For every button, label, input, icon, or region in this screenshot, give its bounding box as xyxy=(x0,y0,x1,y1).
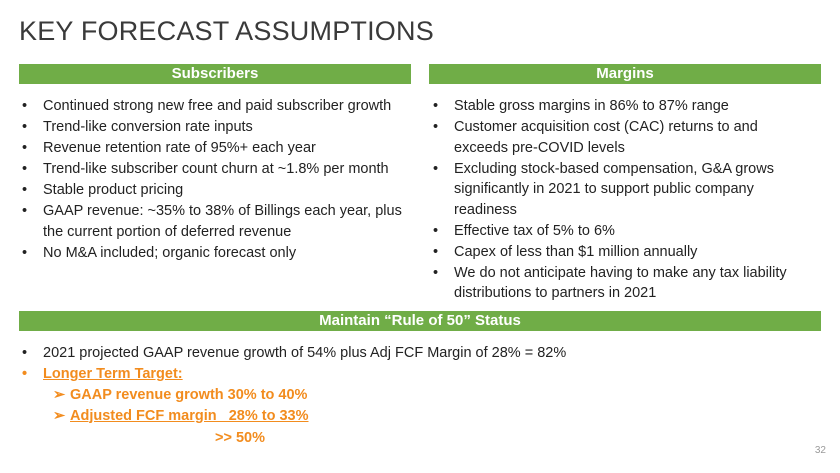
rule-of-50-header: Maintain “Rule of 50” Status xyxy=(19,311,821,331)
list-item: • No M&A included; organic forecast only xyxy=(22,243,402,264)
bullet-icon: • xyxy=(22,203,28,219)
rule-of-50-list: • 2021 projected GAAP revenue growth of 5… xyxy=(22,343,802,385)
bullet-icon: • xyxy=(22,182,28,198)
list-item: • GAAP revenue: ~35% to 38% of Billings e… xyxy=(22,203,402,240)
target-label: Longer Term Target: xyxy=(43,366,183,382)
list-item: • Trend-like conversion rate inputs xyxy=(22,117,402,138)
bullet-icon: • xyxy=(22,140,28,156)
bullet-icon: • xyxy=(433,243,439,260)
list-item: • We do not anticipate having to make any… xyxy=(433,264,787,302)
bullet-icon: • xyxy=(433,119,439,135)
page-number: 32 xyxy=(814,445,826,456)
list-item: • Effective tax of 5% to 6% xyxy=(433,221,793,242)
arrow-bullet-icon: ➢ xyxy=(53,387,66,403)
page-title: KEY FORECAST ASSUMPTIONS xyxy=(19,16,434,46)
bullet-icon: • xyxy=(22,98,28,114)
margins-header: Margins xyxy=(429,64,821,84)
bullet-icon: • xyxy=(433,264,439,281)
bullet-icon: • xyxy=(22,119,28,135)
bullet-icon: • xyxy=(22,366,28,382)
subscribers-header: Subscribers xyxy=(19,64,411,84)
bullet-icon: • xyxy=(433,160,439,177)
list-item: • Excluding stock-based compensation, G&A… xyxy=(433,160,774,218)
margins-list: • Stable gross margins in 86% to 87% rang… xyxy=(433,96,793,304)
list-item: • Trend-like subscriber count churn at ~1… xyxy=(22,159,402,180)
subscribers-list: • Continued strong new free and paid subs… xyxy=(22,96,402,264)
list-item: • Revenue retention rate of 95%+ each yea… xyxy=(22,138,402,159)
list-item: • Continued strong new free and paid subs… xyxy=(22,96,402,117)
list-item: • 2021 projected GAAP revenue growth of 5… xyxy=(22,343,802,364)
bullet-icon: • xyxy=(433,222,439,239)
list-item: ➢ Adjusted FCF margin 28% to 33% xyxy=(53,406,309,427)
rule-total: >> 50% xyxy=(215,430,265,446)
bullet-icon: • xyxy=(22,161,28,177)
bullet-icon: • xyxy=(22,244,28,261)
bullet-icon: • xyxy=(22,345,28,361)
list-item: • Customer acquisition cost (CAC) returns… xyxy=(433,119,758,156)
list-item: • Stable gross margins in 86% to 87% rang… xyxy=(433,96,793,117)
arrow-bullet-icon: ➢ xyxy=(53,407,66,424)
list-item: • Capex of less than $1 million annually xyxy=(433,242,793,263)
list-item: ➢ GAAP revenue growth 30% to 40% xyxy=(53,385,309,406)
list-item: • Stable product pricing xyxy=(22,180,402,201)
bullet-icon: • xyxy=(433,98,439,114)
longer-term-target: • Longer Term Target: xyxy=(22,364,802,385)
target-sub-list: ➢ GAAP revenue growth 30% to 40% ➢ Adjuste… xyxy=(53,385,309,426)
